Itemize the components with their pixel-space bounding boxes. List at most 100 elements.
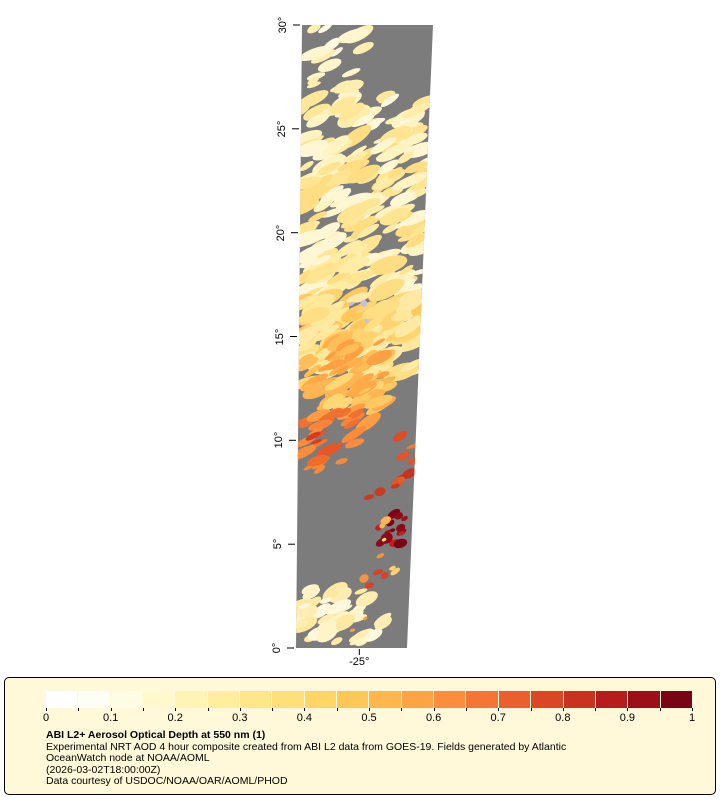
aod-blob [398,531,405,536]
aod-blob [303,364,322,378]
colorbar-segment [78,691,110,708]
colorbar-segment [175,691,207,708]
aod-blob [376,90,396,102]
aod-blob [339,270,375,285]
aod-blob [306,455,329,467]
aod-map-canvas [287,24,433,655]
aod-blob [351,411,363,419]
colorbar-segment [207,691,240,708]
aod-blob [299,45,333,62]
aod-blob [364,316,384,331]
colorbar-tick-label: 0.3 [232,712,248,724]
aod-blob [336,202,369,224]
aod-blob [362,301,400,319]
colorbar-segment [143,691,175,708]
colorbar-tick [369,708,370,711]
aod-blob [363,394,393,409]
aod-blob [382,143,410,158]
aod-blob [322,135,350,157]
colorbar-segment [660,691,692,708]
aod-blob [370,340,389,352]
aod-blob [306,409,331,422]
aod-blob [394,315,424,338]
aod-blob [317,58,342,73]
aod-blob [352,41,374,55]
aod-blob [330,85,343,93]
aod-blob [298,603,311,609]
colorbar-tick [401,708,403,711]
aod-blob [335,339,355,352]
aod-blob [354,588,368,595]
aod-blob [311,49,336,64]
colorbar-segment [337,691,369,708]
aod-blob [349,301,354,306]
colorbar-segment [304,691,337,708]
aod-blob [389,528,396,533]
aod-blob [306,113,329,128]
aod-blob [332,408,352,418]
aod-blob [324,380,355,398]
aod-blob [341,425,367,443]
aod-blob [317,613,334,625]
aod-blob [372,569,384,576]
aod-blob [399,264,414,276]
aod-blob [299,257,319,269]
aod-blob [379,207,410,225]
aod-blob [379,143,399,153]
colorbar-legend-panel: ABI L2+ Aerosol Optical Depth at 550 nm … [4,677,716,795]
aod-blob [380,93,400,108]
colorbar [46,691,692,708]
aod-blob [314,465,326,474]
colorbar-tick [659,708,661,711]
colorbar-tick [498,708,500,711]
aod-blob [305,262,335,284]
colorbar-segment [369,691,401,708]
aod-blob [366,349,393,366]
aod-blob [322,393,344,411]
aod-blob [400,358,424,373]
aod-blob [325,324,340,334]
aod-blob [318,25,333,34]
legend-line-3: (2026-03-02T18:00:00Z) [46,763,161,776]
aod-blob [392,430,408,442]
aod-blob [314,318,336,332]
aod-blob [324,231,340,240]
y-axis-tick-label: 10° [273,432,285,449]
aod-blob [401,515,408,522]
aod-blob [343,346,364,361]
aod-blob [339,102,365,121]
aod-blob [319,597,332,604]
colorbar-segment [434,691,466,708]
aod-blob [335,458,348,465]
colorbar-tick [465,708,467,711]
aod-blob [328,366,342,377]
colorbar-tick [595,708,597,711]
aod-blob [399,124,428,140]
aod-blob [332,188,352,203]
aod-blob [307,76,320,85]
colorbar-tick [530,708,532,711]
colorbar-tick [207,708,209,711]
aod-blob [323,359,344,371]
aod-blob [308,419,333,431]
aod-blob [331,637,343,646]
aod-blob [320,185,344,203]
colorbar-segment [240,691,272,708]
legend-line-4: Data courtesy of USDOC/NOAA/OAR/AOML/PHO… [46,775,288,788]
aod-blob [296,221,316,232]
aod-blob [348,408,365,418]
aod-blob [346,164,381,184]
aod-blob [346,381,377,398]
aod-blob [387,167,403,179]
aod-blob [360,299,368,307]
aod-blob [296,620,309,629]
aod-blob [303,174,333,197]
colorbar-segment [110,691,143,708]
aod-blob [324,372,354,391]
aod-blob [362,349,378,362]
aod-blob [336,192,375,212]
aod-blob [390,191,416,207]
colorbar-segment [628,691,660,708]
aod-blob [391,172,429,191]
